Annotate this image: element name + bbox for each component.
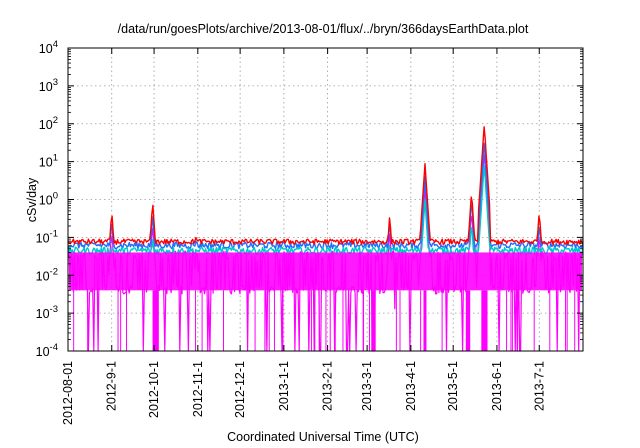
y-tick-label: 103 <box>39 77 58 94</box>
series-line <box>67 126 584 246</box>
x-tick-label: 2012-11-1 <box>191 361 205 417</box>
data-series <box>67 126 584 352</box>
dropout-bar <box>484 290 488 351</box>
y-tick-label: 100 <box>39 191 58 208</box>
y-tick-label: 101 <box>39 153 58 170</box>
dropout-bar <box>423 290 427 351</box>
y-tick-label: 10-4 <box>36 342 58 359</box>
series-band <box>69 252 582 291</box>
y-tick-label: 10-2 <box>36 266 58 283</box>
x-tick-label: 2013-7-1 <box>532 361 546 411</box>
x-tick-label: 2013-2-1 <box>321 361 335 411</box>
x-tick-label: 2012-9-1 <box>105 361 119 411</box>
x-tick-label: 2013-6-1 <box>490 361 504 411</box>
x-tick-label: 2013-4-1 <box>404 361 418 411</box>
axis-ticks <box>67 47 583 352</box>
x-tick-label: 2013-3-1 <box>360 361 374 411</box>
chart-title: /data/run/goesPlots/archive/2013-08-01/f… <box>118 22 529 36</box>
y-tick-label: 102 <box>39 115 58 132</box>
x-tick-label: 2013-5-1 <box>446 361 460 411</box>
x-tick-label: 2012-08-01 <box>61 361 75 425</box>
y-tick-label: 10-3 <box>36 304 58 321</box>
x-tick-labels: 2012-08-01 2012-9-1 2012-10-1 2012-11-1 2012… <box>61 361 546 425</box>
y-axis-label: cSv/day <box>25 177 39 222</box>
x-tick-label: 2013-1-1 <box>277 361 291 411</box>
dropout-bar <box>372 290 376 351</box>
x-axis-label: Coordinated Universal Time (UTC) <box>227 430 419 444</box>
dropout-bar <box>155 290 159 351</box>
dropout-bar <box>467 290 471 351</box>
y-tick-labels: 10-4 10-3 10-2 10-1 100 101 102 103 104 <box>36 39 58 359</box>
x-tick-label: 2012-12-1 <box>233 361 247 418</box>
x-tick-label: 2012-10-1 <box>147 361 161 418</box>
y-tick-label: 104 <box>39 39 58 56</box>
dropout-bar <box>481 290 485 351</box>
y-tick-label: 10-1 <box>36 228 58 245</box>
series-line <box>67 142 584 250</box>
